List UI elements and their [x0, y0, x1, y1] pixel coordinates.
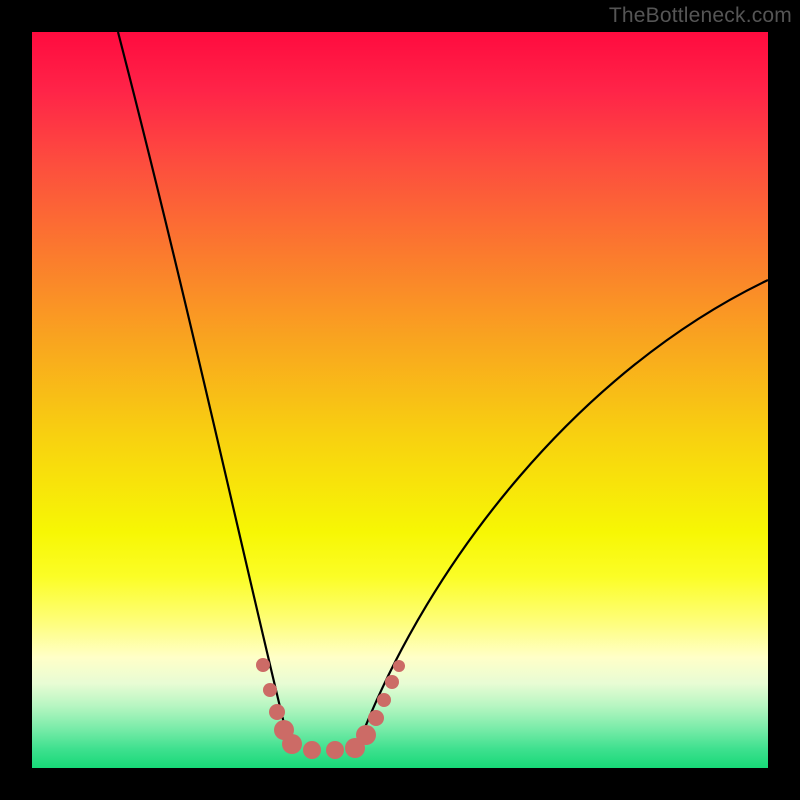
marker-dot — [326, 741, 344, 759]
watermark-text: TheBottleneck.com — [609, 4, 792, 28]
marker-dot — [256, 658, 270, 672]
marker-dot — [377, 693, 391, 707]
marker-dot — [356, 725, 376, 745]
marker-dot — [263, 683, 277, 697]
marker-dot — [303, 741, 321, 759]
chart-container: TheBottleneck.com — [0, 0, 800, 800]
marker-dot — [368, 710, 384, 726]
plot-background-gradient — [32, 32, 768, 768]
marker-dot — [269, 704, 285, 720]
bottleneck-curve-chart — [0, 0, 800, 800]
marker-dot — [385, 675, 399, 689]
marker-dot — [393, 660, 405, 672]
marker-dot — [282, 734, 302, 754]
